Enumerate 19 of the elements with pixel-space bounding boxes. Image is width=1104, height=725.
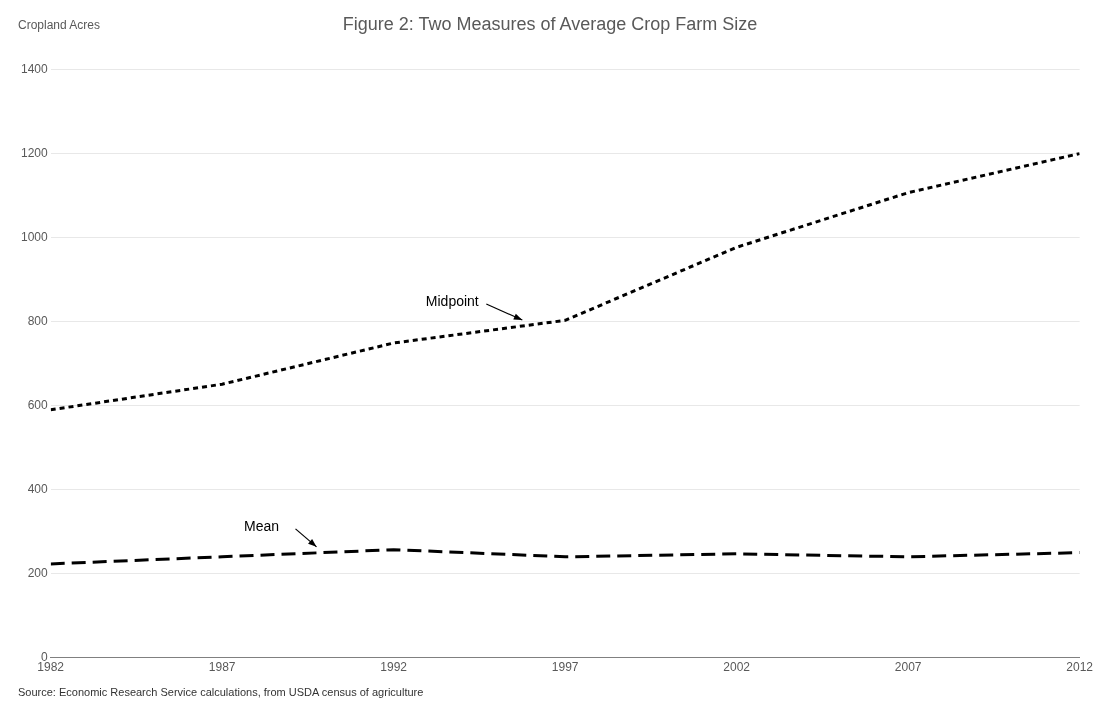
source-note: Source: Economic Research Service calculations, from USDA census of agriculture <box>17 686 425 698</box>
x-tick-label: 1987 <box>208 660 236 675</box>
x-tick-label: 2007 <box>894 660 922 675</box>
y-tick-label: 400 <box>27 481 49 496</box>
x-tick-label: 2002 <box>723 660 751 675</box>
series-label: Midpoint <box>425 292 479 309</box>
x-tick-label: 1992 <box>380 660 408 675</box>
y-tick-label: 1400 <box>20 61 49 76</box>
y-tick-label: 600 <box>27 397 49 412</box>
series-label: Mean <box>243 517 280 534</box>
y-axis-title: Cropland Acres <box>18 18 101 33</box>
y-tick-label: 200 <box>27 565 49 580</box>
y-tick-label: 800 <box>27 313 49 328</box>
y-tick-label: 1200 <box>20 145 49 160</box>
line-series <box>50 152 1080 412</box>
y-tick-label: 1000 <box>20 229 49 244</box>
x-tick-label: 2012 <box>1066 660 1094 675</box>
chart-title: Figure 2: Two Measures of Average Crop Farm Size <box>342 13 758 34</box>
x-tick-label: 1997 <box>551 660 579 675</box>
